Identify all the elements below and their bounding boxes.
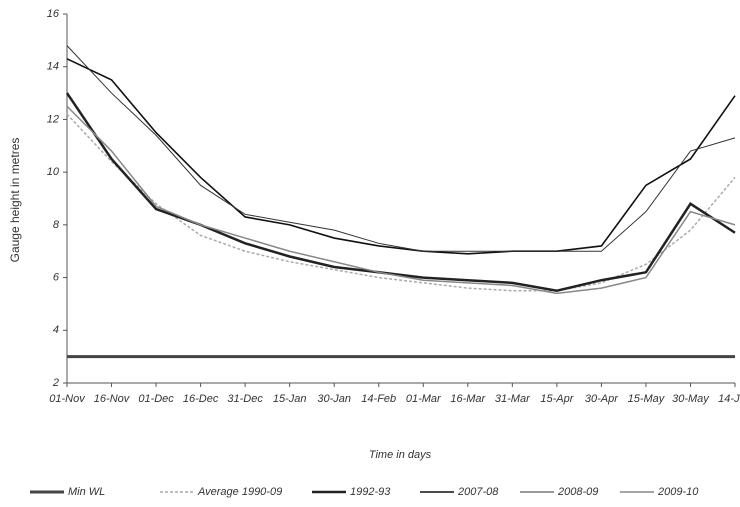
x-tick-label: 01-Mar	[406, 393, 442, 405]
x-tick-label: 16-Nov	[94, 393, 131, 405]
y-axis-label: Gauge height in metres	[8, 138, 22, 263]
x-tick-label: 01-Dec	[138, 393, 174, 405]
x-tick-label: 30-May	[672, 393, 710, 405]
x-tick-label: 16-Dec	[183, 393, 219, 405]
x-tick-label: 31-Mar	[495, 393, 531, 405]
y-tick-label: 16	[47, 8, 60, 20]
x-tick-label: 14-Jun	[718, 393, 740, 405]
legend-label: Average 1990-09	[197, 486, 282, 498]
series-line	[66, 105, 736, 295]
x-tick-label: 31-Dec	[227, 393, 263, 405]
y-tick-label: 4	[53, 324, 59, 336]
y-tick-label: 12	[47, 113, 59, 125]
x-tick-label: 15-Apr	[540, 393, 574, 405]
y-tick-label: 14	[47, 61, 59, 73]
legend-label: Min WL	[68, 486, 105, 498]
x-tick-label: 15-Jan	[273, 393, 307, 405]
x-tick-label: 30-Jan	[317, 393, 351, 405]
x-axis-label: Time in days	[369, 449, 432, 461]
x-tick-label: 15-May	[628, 393, 666, 405]
x-tick-label: 14-Feb	[361, 393, 396, 405]
legend-label: 2008-09	[557, 486, 598, 498]
series-line	[65, 92, 736, 293]
x-tick-label: 16-Mar	[450, 393, 486, 405]
y-tick-label: 10	[47, 166, 60, 178]
x-tick-label: 01-Nov	[49, 393, 86, 405]
y-tick-label: 6	[53, 271, 60, 283]
y-tick-label: 8	[53, 219, 60, 231]
series-line	[66, 45, 736, 252]
legend-label: 2007-08	[457, 486, 499, 498]
x-tick-label: 30-Apr	[585, 393, 619, 405]
legend-label: 1992-93	[350, 486, 391, 498]
y-tick-label: 2	[52, 377, 59, 389]
series-line	[66, 58, 736, 255]
series-line	[66, 113, 736, 292]
legend-label: 2009-10	[657, 486, 699, 498]
